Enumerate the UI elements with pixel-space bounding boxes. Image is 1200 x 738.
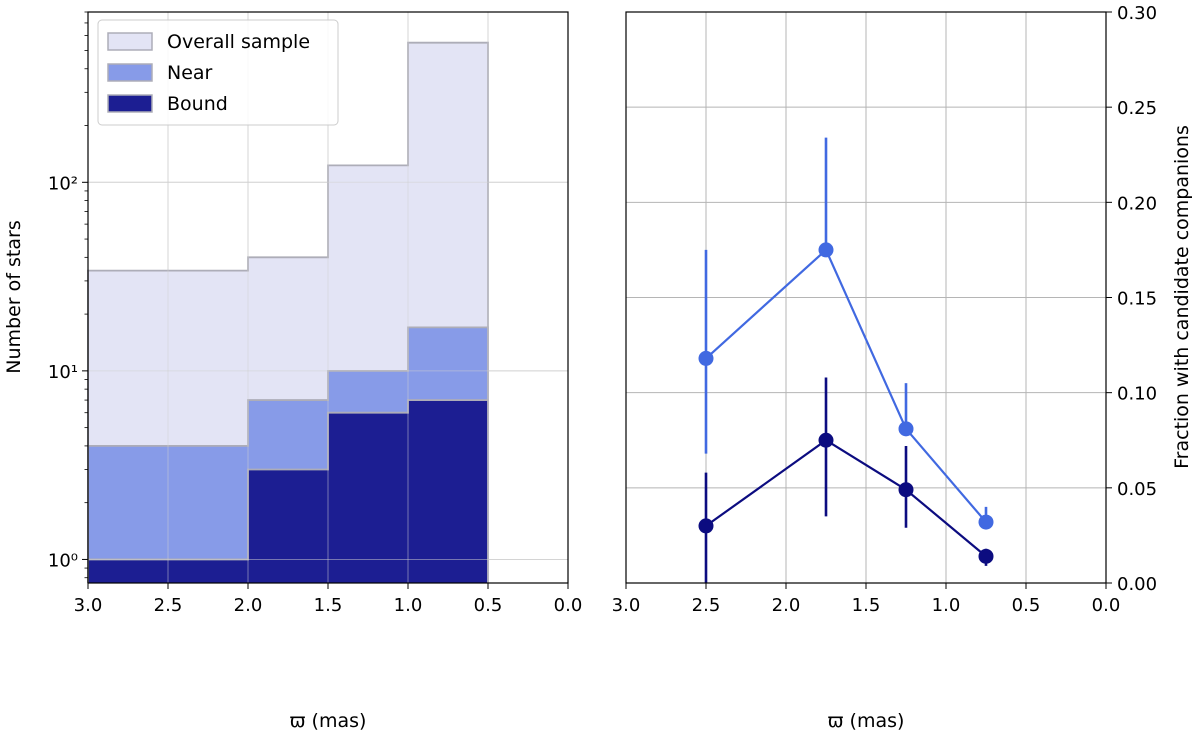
data-point-2: [698, 518, 714, 534]
right-x-axis-label: ϖ (mas): [828, 710, 905, 732]
right-y-tick-label: 0.00: [1117, 574, 1157, 595]
right-x-tick-label: 1.0: [932, 595, 961, 616]
right-y-tick-label: 0.20: [1117, 193, 1157, 214]
histogram-bar-3: [408, 400, 488, 583]
series-line-2: [705, 438, 987, 558]
right-y-tick-label: 0.05: [1117, 479, 1157, 500]
data-point-2: [978, 548, 994, 564]
legend-label: Bound: [167, 93, 228, 115]
right-y-tick-label: 0.30: [1117, 3, 1157, 24]
right-axes-frame: [625, 11, 1107, 584]
fraction-panel: 3.0 2.5 2.0 1.5 1.0 0.5 0.00.00 0.05 0.10 0.15 0.2…: [612, 3, 1193, 732]
legend-swatch: [107, 32, 153, 51]
legend-swatch: [107, 63, 153, 82]
right-y-tick-label: 0.25: [1117, 98, 1157, 119]
left-ticks: 3.0 2.5 2.0 1.5 1.0 0.5 0.0 10⁰ 10¹ 10²: [48, 11, 583, 616]
legend-label: Overall sample: [167, 31, 310, 53]
left-x-tick-label: 0.5: [474, 595, 503, 616]
legend-swatch: [107, 94, 153, 113]
legend-label: Near: [167, 62, 213, 84]
right-ticks: 3.0 2.5 2.0 1.5 1.0 0.5 0.00.00 0.05 0.10 0.15 0.2…: [612, 3, 1157, 616]
right-y-tick-label: 0.10: [1117, 384, 1157, 405]
data-point-1: [898, 421, 914, 437]
left-x-axis-label: ϖ (mas): [290, 710, 367, 732]
right-series: [698, 137, 994, 583]
left-x-tick-label: 0.0: [554, 595, 583, 616]
right-x-tick-label: 0.0: [1092, 595, 1121, 616]
data-point-1: [978, 514, 994, 530]
data-point-1: [698, 350, 714, 366]
left-y-tick-label: 10⁰: [48, 550, 78, 571]
left-bars: [87, 12, 569, 584]
data-point-1: [818, 242, 834, 258]
histogram-bar-3: [328, 412, 408, 583]
left-y-tick-label: 10²: [48, 173, 78, 194]
series-line-1: [705, 248, 987, 523]
data-point-2: [818, 432, 834, 448]
left-x-tick-label: 2.5: [154, 595, 183, 616]
right-x-tick-label: 2.5: [692, 595, 721, 616]
left-x-tick-label: 1.5: [314, 595, 343, 616]
right-x-tick-label: 0.5: [1012, 595, 1041, 616]
right-x-tick-label: 2.0: [772, 595, 801, 616]
left-x-tick-label: 2.0: [234, 595, 263, 616]
left-axes-frame: [87, 11, 569, 584]
right-y-tick-label: 0.15: [1117, 289, 1157, 310]
right-y-axis-label: Fraction with candidate companions: [1171, 125, 1193, 469]
data-point-2: [898, 482, 914, 498]
histogram-bar-3: [248, 469, 328, 583]
histogram-panel: 3.0 2.5 2.0 1.5 1.0 0.5 0.0 10⁰ 10¹ 10² ϖ (mas) N…: [3, 11, 583, 732]
left-x-tick-label: 3.0: [74, 595, 103, 616]
left-x-tick-label: 1.0: [394, 595, 423, 616]
right-x-tick-label: 1.5: [852, 595, 881, 616]
left-y-axis-label: Number of stars: [3, 220, 25, 373]
left-y-tick-label: 10¹: [48, 362, 78, 383]
right-x-tick-label: 3.0: [612, 595, 641, 616]
legend-box: [97, 19, 339, 126]
legend: Overall sample Near Bound: [97, 19, 339, 126]
